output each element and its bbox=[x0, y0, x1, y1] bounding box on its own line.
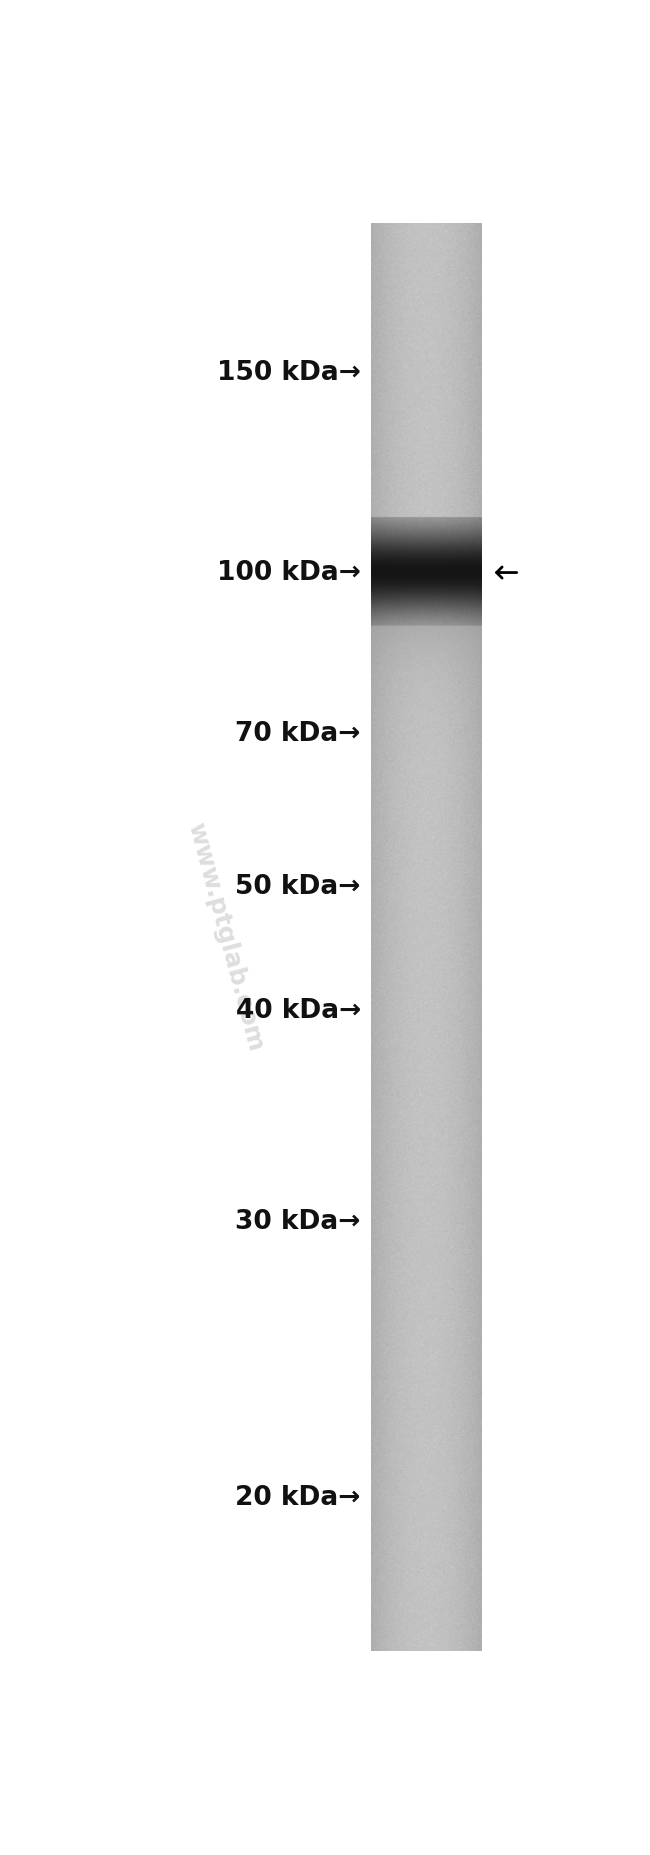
Text: www.ptglab.com: www.ptglab.com bbox=[183, 820, 267, 1054]
Text: 70 kDa→: 70 kDa→ bbox=[235, 722, 361, 748]
Text: 100 kDa→: 100 kDa→ bbox=[217, 560, 361, 586]
Text: 30 kDa→: 30 kDa→ bbox=[235, 1209, 361, 1235]
Text: 150 kDa→: 150 kDa→ bbox=[217, 360, 361, 386]
Text: 20 kDa→: 20 kDa→ bbox=[235, 1486, 361, 1512]
Text: 50 kDa→: 50 kDa→ bbox=[235, 874, 361, 900]
Text: 40 kDa→: 40 kDa→ bbox=[235, 998, 361, 1024]
